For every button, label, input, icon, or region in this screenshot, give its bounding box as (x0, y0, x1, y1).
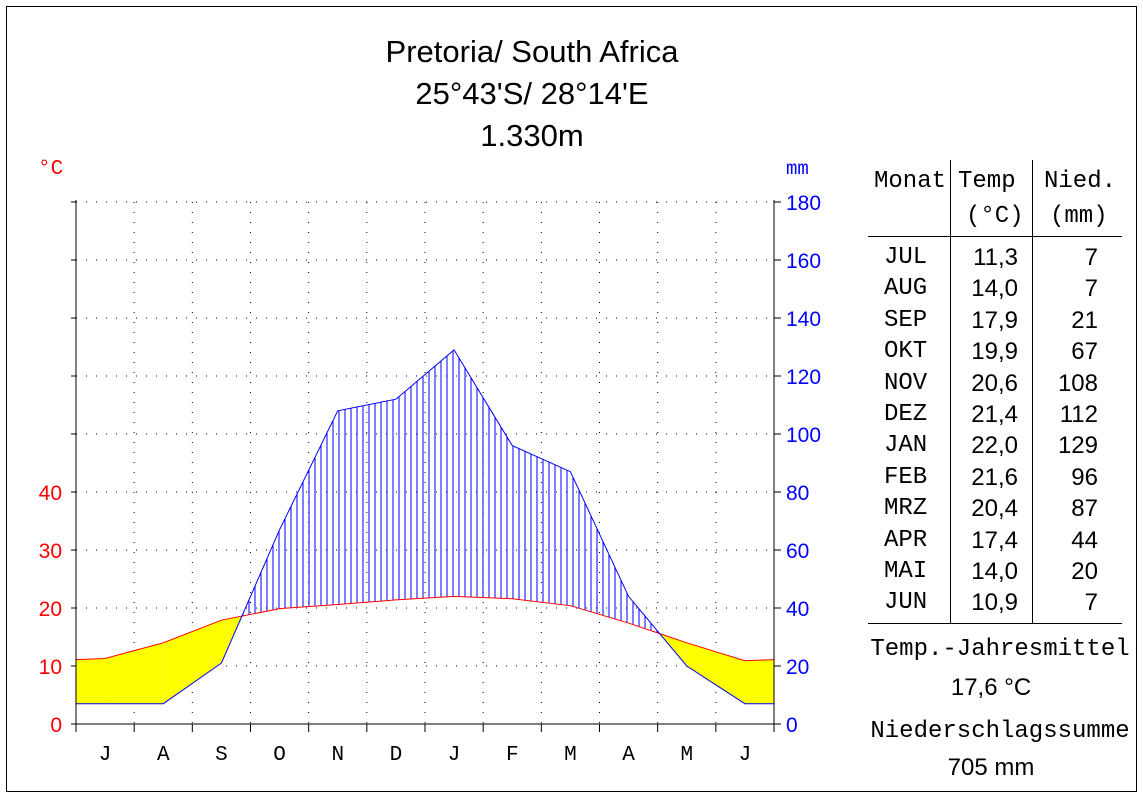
right-tick-label: 160 (786, 250, 821, 273)
table-temp-cell: 20,4 (971, 495, 1018, 523)
table-header-month: Monat (874, 168, 947, 195)
table-month-cell: FEB (884, 463, 928, 491)
table-temp-cell: 17,9 (971, 306, 1018, 334)
table-temp-cell: 17,4 (971, 526, 1018, 554)
arid-area (686, 642, 745, 704)
table-month-cell: AUG (884, 275, 928, 303)
right-tick-label: 40 (786, 598, 809, 621)
table-month-cell: DEZ (884, 401, 928, 428)
humid-area (570, 471, 629, 624)
annual-precip-label: Niederschlagssumme (870, 718, 1130, 745)
table-header-temp: Temp (958, 168, 1016, 195)
chart-coordinates: 25°43'S/ 28°14'E (415, 76, 649, 111)
table-precip-cell: 7 (1084, 244, 1098, 271)
annual-temp-label: Temp.-Jahresmittel (870, 636, 1130, 663)
table-divider (950, 160, 951, 624)
left-axis-unit: °C (38, 158, 63, 181)
left-tick-label: 30 (39, 540, 62, 563)
left-tick-label: 0 (50, 714, 62, 737)
right-tick-label: 140 (786, 308, 821, 331)
table-temp-cell: 14,0 (971, 558, 1018, 585)
arid-area (105, 642, 164, 704)
table-precip-cell: 112 (1059, 401, 1098, 428)
table-header-temp-unit: (°C) (966, 203, 1024, 230)
table-precip-cell: 20 (1071, 558, 1098, 585)
right-tick-label: 80 (786, 482, 809, 505)
table-month-cell: SEP (884, 306, 928, 334)
month-label: A (157, 744, 170, 767)
annual-temp-value: 17,6 °C (950, 674, 1032, 701)
table-precip-cell: 96 (1071, 463, 1098, 491)
table-temp-cell: 19,9 (971, 338, 1018, 366)
humid-area (279, 410, 338, 609)
right-tick-label: 0 (786, 714, 798, 737)
table-precip-cell: 87 (1071, 495, 1098, 523)
month-label: O (273, 744, 286, 767)
table-precip-cell: 44 (1071, 526, 1098, 554)
table-divider (868, 236, 1122, 237)
table-divider (868, 623, 1122, 624)
left-tick-label: 40 (39, 482, 62, 505)
humid-area (512, 445, 571, 606)
right-tick-label: 180 (786, 192, 821, 215)
table-month-cell: MRZ (884, 495, 928, 523)
table-precip-cell: 129 (1057, 432, 1098, 460)
table-header-precip-unit: (mm) (1050, 203, 1108, 230)
month-label: J (448, 744, 461, 767)
table-month-cell: JAN (884, 432, 928, 460)
left-tick-label: 10 (39, 656, 62, 679)
table-month-cell: NOV (884, 369, 928, 397)
right-tick-label: 120 (786, 366, 821, 389)
annual-precip-value: 705 mm (947, 754, 1035, 781)
right-tick-label: 60 (786, 540, 809, 563)
table-divider (1032, 160, 1033, 624)
month-label: D (390, 744, 403, 767)
right-axis-unit: mm (786, 158, 809, 180)
table-header-precip: Nied. (1044, 168, 1117, 195)
month-label: J (739, 744, 752, 767)
right-tick-label: 20 (786, 656, 809, 679)
table-precip-cell: 108 (1057, 369, 1098, 397)
month-label: A (622, 744, 635, 767)
table-month-cell: OKT (884, 338, 928, 366)
temperature-line (75, 595, 775, 662)
arid-area (163, 620, 222, 704)
arid-area (76, 658, 106, 704)
table-month-cell: JUL (884, 244, 928, 271)
humid-area (454, 349, 513, 599)
table-month-cell: MAI (884, 558, 928, 585)
month-label: J (99, 744, 112, 767)
table-precip-cell: 67 (1071, 338, 1098, 366)
table-precip-cell: 21 (1071, 306, 1098, 334)
table-month-cell: APR (884, 526, 928, 554)
month-label: F (506, 744, 519, 767)
chart-elevation: 1.330m (480, 118, 584, 153)
table-temp-cell: 21,4 (971, 401, 1018, 428)
left-tick-label: 20 (39, 598, 62, 621)
month-label: S (215, 744, 228, 767)
table-temp-cell: 14,0 (971, 275, 1018, 303)
arid-area (744, 659, 774, 704)
table-temp-cell: 21,6 (971, 463, 1018, 491)
chart-title: Pretoria/ South Africa (385, 34, 679, 69)
precipitation-line (76, 349, 774, 705)
table-precip-cell: 7 (1084, 275, 1098, 303)
table-month-cell: JUN (884, 589, 928, 617)
table-temp-cell: 10,9 (971, 589, 1018, 617)
table-precip-cell: 7 (1084, 589, 1098, 617)
right-tick-label: 100 (786, 424, 821, 447)
humid-area (395, 349, 455, 600)
table-temp-cell: 11,3 (973, 244, 1018, 271)
table-temp-cell: 22,0 (971, 432, 1018, 460)
humid-area (337, 399, 396, 605)
month-label: M (680, 744, 693, 767)
table-temp-cell: 20,6 (971, 369, 1018, 397)
month-label: M (564, 744, 577, 767)
month-label: N (331, 744, 344, 767)
diagram-frame (6, 6, 1137, 792)
